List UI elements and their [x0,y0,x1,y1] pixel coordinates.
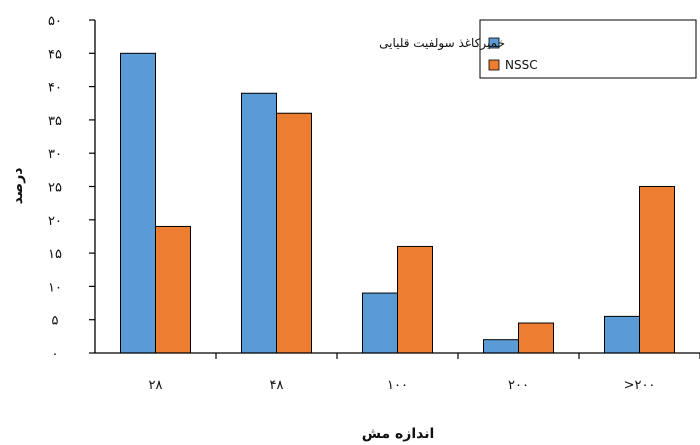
x-tick-label: >۲۰۰ [624,378,656,393]
y-tick-label: ۳۰ [48,147,62,162]
x-axis-title: اندازه مش [362,426,435,442]
legend-swatch-nssc [488,59,500,71]
y-tick-label: ۱۰ [48,280,62,295]
bar-alkaline-sulfite [362,292,398,354]
y-tick-label: ۵ [52,314,59,329]
legend-label-alkaline-sulfite: خمیرکاغذ سولفیت قلیایی [379,36,505,51]
y-tick-label: ۵۰ [48,14,62,29]
y-tick-label: ۲۵ [48,181,62,196]
bar-alkaline-sulfite [604,315,640,354]
bars-layer [120,52,675,354]
bar-alkaline-sulfite [483,339,519,354]
bar-nssc [639,186,675,354]
x-tick-label: ۱۰۰ [387,378,408,393]
x-tick-label: ۲۰۰ [508,378,529,393]
legend-swatch-alkaline-sulfite [488,37,500,49]
x-tick-label: ۲۸ [149,378,163,393]
legend-box [479,19,697,79]
bar-alkaline-sulfite [120,52,156,354]
y-tick-label: ۲۰ [48,214,62,229]
legend: خمیرکاغذ سولفیت قلیایی NSSC [379,19,697,79]
bar-alkaline-sulfite [241,92,277,354]
bar-nssc [155,225,191,354]
y-axis-title: درصد [10,168,26,205]
y-tick-label: ۰ [52,347,59,362]
y-tick-label: ۱۵ [48,247,62,262]
x-ticks-layer: ۲۸ ۴۸ ۱۰۰ ۲۰۰ >۲۰۰ [149,353,700,393]
y-tick-label: ۳۵ [48,114,62,129]
legend-label-nssc: NSSC [505,58,538,72]
y-ticks-layer: ۰ ۵ ۱۰ ۱۵ ۲۰ ۲۵ ۳۰ ۳۵ ۴۰ ۴۵ ۵۰ [48,14,95,362]
bar-nssc [397,245,433,354]
bar-nssc [518,322,554,354]
y-tick-label: ۴۰ [48,81,62,96]
x-tick-label: ۴۸ [270,378,284,393]
y-tick-label: ۴۵ [48,47,62,62]
bar-nssc [276,112,312,354]
